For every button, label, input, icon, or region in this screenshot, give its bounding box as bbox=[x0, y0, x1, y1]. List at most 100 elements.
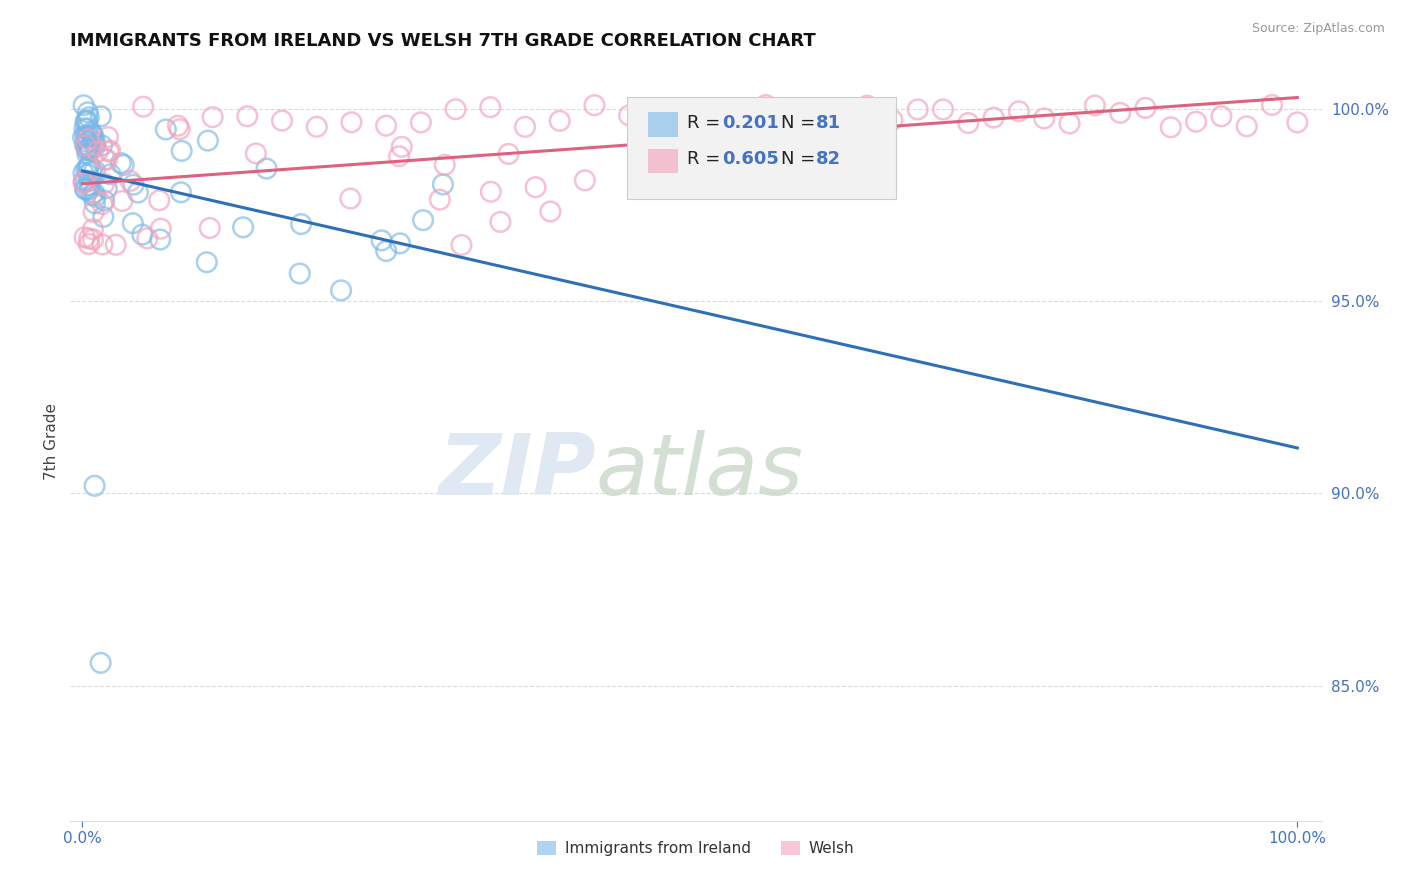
Point bbox=[77, 110, 100, 124]
Point bbox=[112, 158, 135, 172]
Point bbox=[1008, 104, 1031, 119]
Point bbox=[583, 98, 606, 112]
Point bbox=[429, 193, 451, 207]
Point bbox=[574, 173, 596, 187]
Point bbox=[780, 112, 803, 127]
Point bbox=[755, 98, 778, 112]
Y-axis label: 7th Grade: 7th Grade bbox=[44, 403, 59, 480]
Point bbox=[131, 227, 153, 242]
Point bbox=[330, 284, 353, 298]
Point bbox=[148, 194, 170, 208]
Point bbox=[82, 188, 104, 202]
Point bbox=[76, 162, 98, 177]
Point bbox=[121, 216, 143, 230]
Point bbox=[1160, 120, 1182, 135]
Point bbox=[73, 182, 96, 196]
Point bbox=[91, 138, 114, 153]
Point bbox=[84, 135, 107, 149]
Point bbox=[433, 158, 456, 172]
Point bbox=[79, 143, 101, 157]
Point bbox=[75, 113, 97, 128]
Point bbox=[97, 130, 120, 145]
Text: ZIP: ZIP bbox=[439, 430, 596, 514]
Point bbox=[679, 106, 702, 120]
Point bbox=[93, 177, 115, 191]
Point bbox=[1059, 116, 1081, 130]
Point bbox=[75, 138, 97, 153]
Point bbox=[82, 128, 104, 143]
Point bbox=[91, 210, 114, 224]
Point bbox=[79, 174, 101, 188]
Point bbox=[169, 122, 191, 136]
Point bbox=[339, 192, 361, 206]
Point bbox=[256, 161, 278, 176]
Point bbox=[72, 98, 94, 112]
Point bbox=[87, 145, 110, 159]
Point bbox=[197, 134, 219, 148]
Point bbox=[72, 166, 94, 180]
Point bbox=[375, 119, 398, 133]
Point bbox=[806, 119, 828, 133]
Point bbox=[489, 215, 512, 229]
Point bbox=[76, 142, 98, 156]
Point bbox=[80, 163, 103, 178]
Point bbox=[1286, 115, 1309, 129]
Text: IMMIGRANTS FROM IRELAND VS WELSH 7TH GRADE CORRELATION CHART: IMMIGRANTS FROM IRELAND VS WELSH 7TH GRA… bbox=[70, 32, 815, 50]
Point bbox=[412, 213, 434, 227]
FancyBboxPatch shape bbox=[648, 149, 679, 173]
Point bbox=[75, 162, 97, 177]
Point bbox=[97, 145, 120, 159]
Point bbox=[232, 220, 254, 235]
Point bbox=[271, 113, 294, 128]
Point bbox=[290, 217, 312, 231]
Point bbox=[370, 233, 392, 247]
Point bbox=[617, 108, 640, 122]
Legend: Immigrants from Ireland, Welsh: Immigrants from Ireland, Welsh bbox=[531, 835, 860, 863]
Point bbox=[1211, 109, 1233, 123]
Point bbox=[75, 182, 97, 196]
Point bbox=[524, 180, 547, 194]
Point bbox=[84, 189, 107, 203]
Point bbox=[170, 186, 193, 200]
Point bbox=[83, 129, 105, 144]
Point bbox=[77, 158, 100, 172]
Point bbox=[84, 139, 107, 153]
Point bbox=[76, 131, 98, 145]
Point bbox=[340, 115, 363, 129]
Point bbox=[136, 231, 159, 245]
Point bbox=[77, 159, 100, 173]
Point bbox=[76, 121, 98, 136]
Point bbox=[79, 178, 101, 193]
Point bbox=[72, 175, 94, 189]
Text: atlas: atlas bbox=[596, 430, 804, 514]
Point bbox=[75, 128, 97, 143]
Point bbox=[76, 113, 98, 128]
Point bbox=[76, 146, 98, 161]
Point bbox=[111, 194, 134, 208]
Point bbox=[73, 173, 96, 187]
Point bbox=[1135, 101, 1157, 115]
Text: 0.605: 0.605 bbox=[723, 151, 779, 169]
Point bbox=[957, 116, 980, 130]
Point bbox=[375, 244, 398, 258]
Point bbox=[498, 147, 520, 161]
Point bbox=[77, 136, 100, 150]
Point bbox=[882, 113, 904, 128]
Text: 82: 82 bbox=[815, 151, 841, 169]
Point bbox=[73, 230, 96, 244]
Point bbox=[538, 204, 561, 219]
Point bbox=[444, 102, 467, 116]
Point bbox=[110, 156, 132, 170]
FancyBboxPatch shape bbox=[627, 96, 896, 199]
Point bbox=[831, 110, 853, 124]
Point bbox=[149, 221, 172, 235]
Point bbox=[90, 109, 112, 123]
Point bbox=[1109, 106, 1132, 120]
Point bbox=[288, 267, 311, 281]
Point bbox=[77, 128, 100, 143]
Point bbox=[245, 146, 267, 161]
Point bbox=[907, 103, 929, 117]
Point bbox=[76, 168, 98, 182]
Point bbox=[641, 162, 664, 177]
Point bbox=[82, 222, 104, 236]
